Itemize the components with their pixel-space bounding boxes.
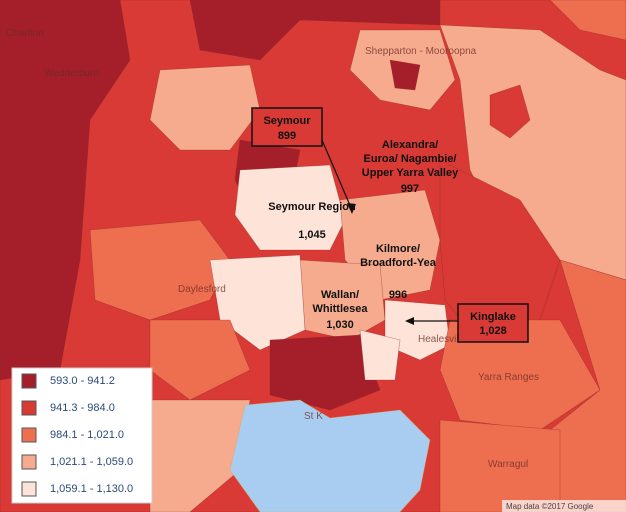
legend-swatch (21, 373, 37, 389)
place-labels: Charlton Wedderburn Shepparton - Mooroop… (6, 28, 539, 470)
annotation-value: 1,030 (326, 319, 354, 331)
annotations: Seymour 899 Alexandra/Euroa/ Nagambie/Up… (251, 107, 529, 343)
region (439, 419, 561, 512)
legend-label: 593.0 - 941.2 (50, 375, 115, 387)
annotation-value: 1,045 (298, 229, 326, 241)
place-label: Warragul (488, 459, 528, 470)
place-label: Daylesford (178, 284, 226, 295)
place-label: Wedderburn (44, 68, 99, 79)
place-label: Healesville (418, 334, 467, 345)
legend-label: 984.1 - 1,021.0 (50, 429, 124, 441)
annotation-name: Seymour (263, 115, 311, 127)
region (389, 59, 421, 91)
annotation-arrow (321, 139, 353, 211)
annotation-name: Seymour Region (268, 201, 356, 213)
legend: 593.0 - 941.2 941.3 - 984.0 984.1 - 1,021.… (11, 367, 153, 504)
legend-swatch (21, 481, 37, 497)
region (269, 334, 381, 411)
region (149, 319, 251, 401)
annotation-value: 996 (389, 289, 407, 301)
place-label: St K (304, 411, 323, 422)
place-label: Yarra Ranges (478, 372, 539, 383)
legend-swatch (21, 454, 37, 470)
legend-label: 941.3 - 984.0 (50, 402, 115, 414)
place-label: Charlton (6, 28, 44, 39)
legend-swatch (21, 427, 37, 443)
region (234, 164, 346, 251)
annotation-value: 1,028 (479, 325, 507, 337)
annotation-name: Kilmore/Broadford-Yea (360, 243, 437, 269)
annotation-value: 899 (278, 130, 296, 142)
annotation-name: Wallan/Whittlesea (312, 289, 368, 315)
attribution: Map data ©2017 Google (506, 502, 594, 511)
region (149, 64, 261, 151)
legend-swatch (21, 400, 37, 416)
annotation-box (457, 303, 529, 343)
region (189, 0, 441, 61)
place-label: Shepparton - Mooroopna (365, 46, 477, 57)
annotation-value: 997 (401, 183, 419, 195)
region (0, 0, 131, 381)
legend-label: 1,021.1 - 1,059.0 (50, 456, 133, 468)
arrow-head (405, 317, 414, 325)
attribution-bg (502, 500, 626, 512)
region (549, 0, 626, 41)
arrow-head (347, 203, 356, 214)
region (489, 84, 531, 139)
region (549, 259, 626, 512)
legend-label: 1,059.1 - 1,130.0 (50, 483, 133, 495)
annotation-box (251, 107, 323, 147)
annotation-name: Kinglake (470, 311, 516, 323)
region (359, 329, 401, 381)
region (89, 219, 231, 321)
annotation-name: Alexandra/Euroa/ Nagambie/Upper Yarra Va… (362, 139, 459, 179)
bay (229, 399, 431, 512)
